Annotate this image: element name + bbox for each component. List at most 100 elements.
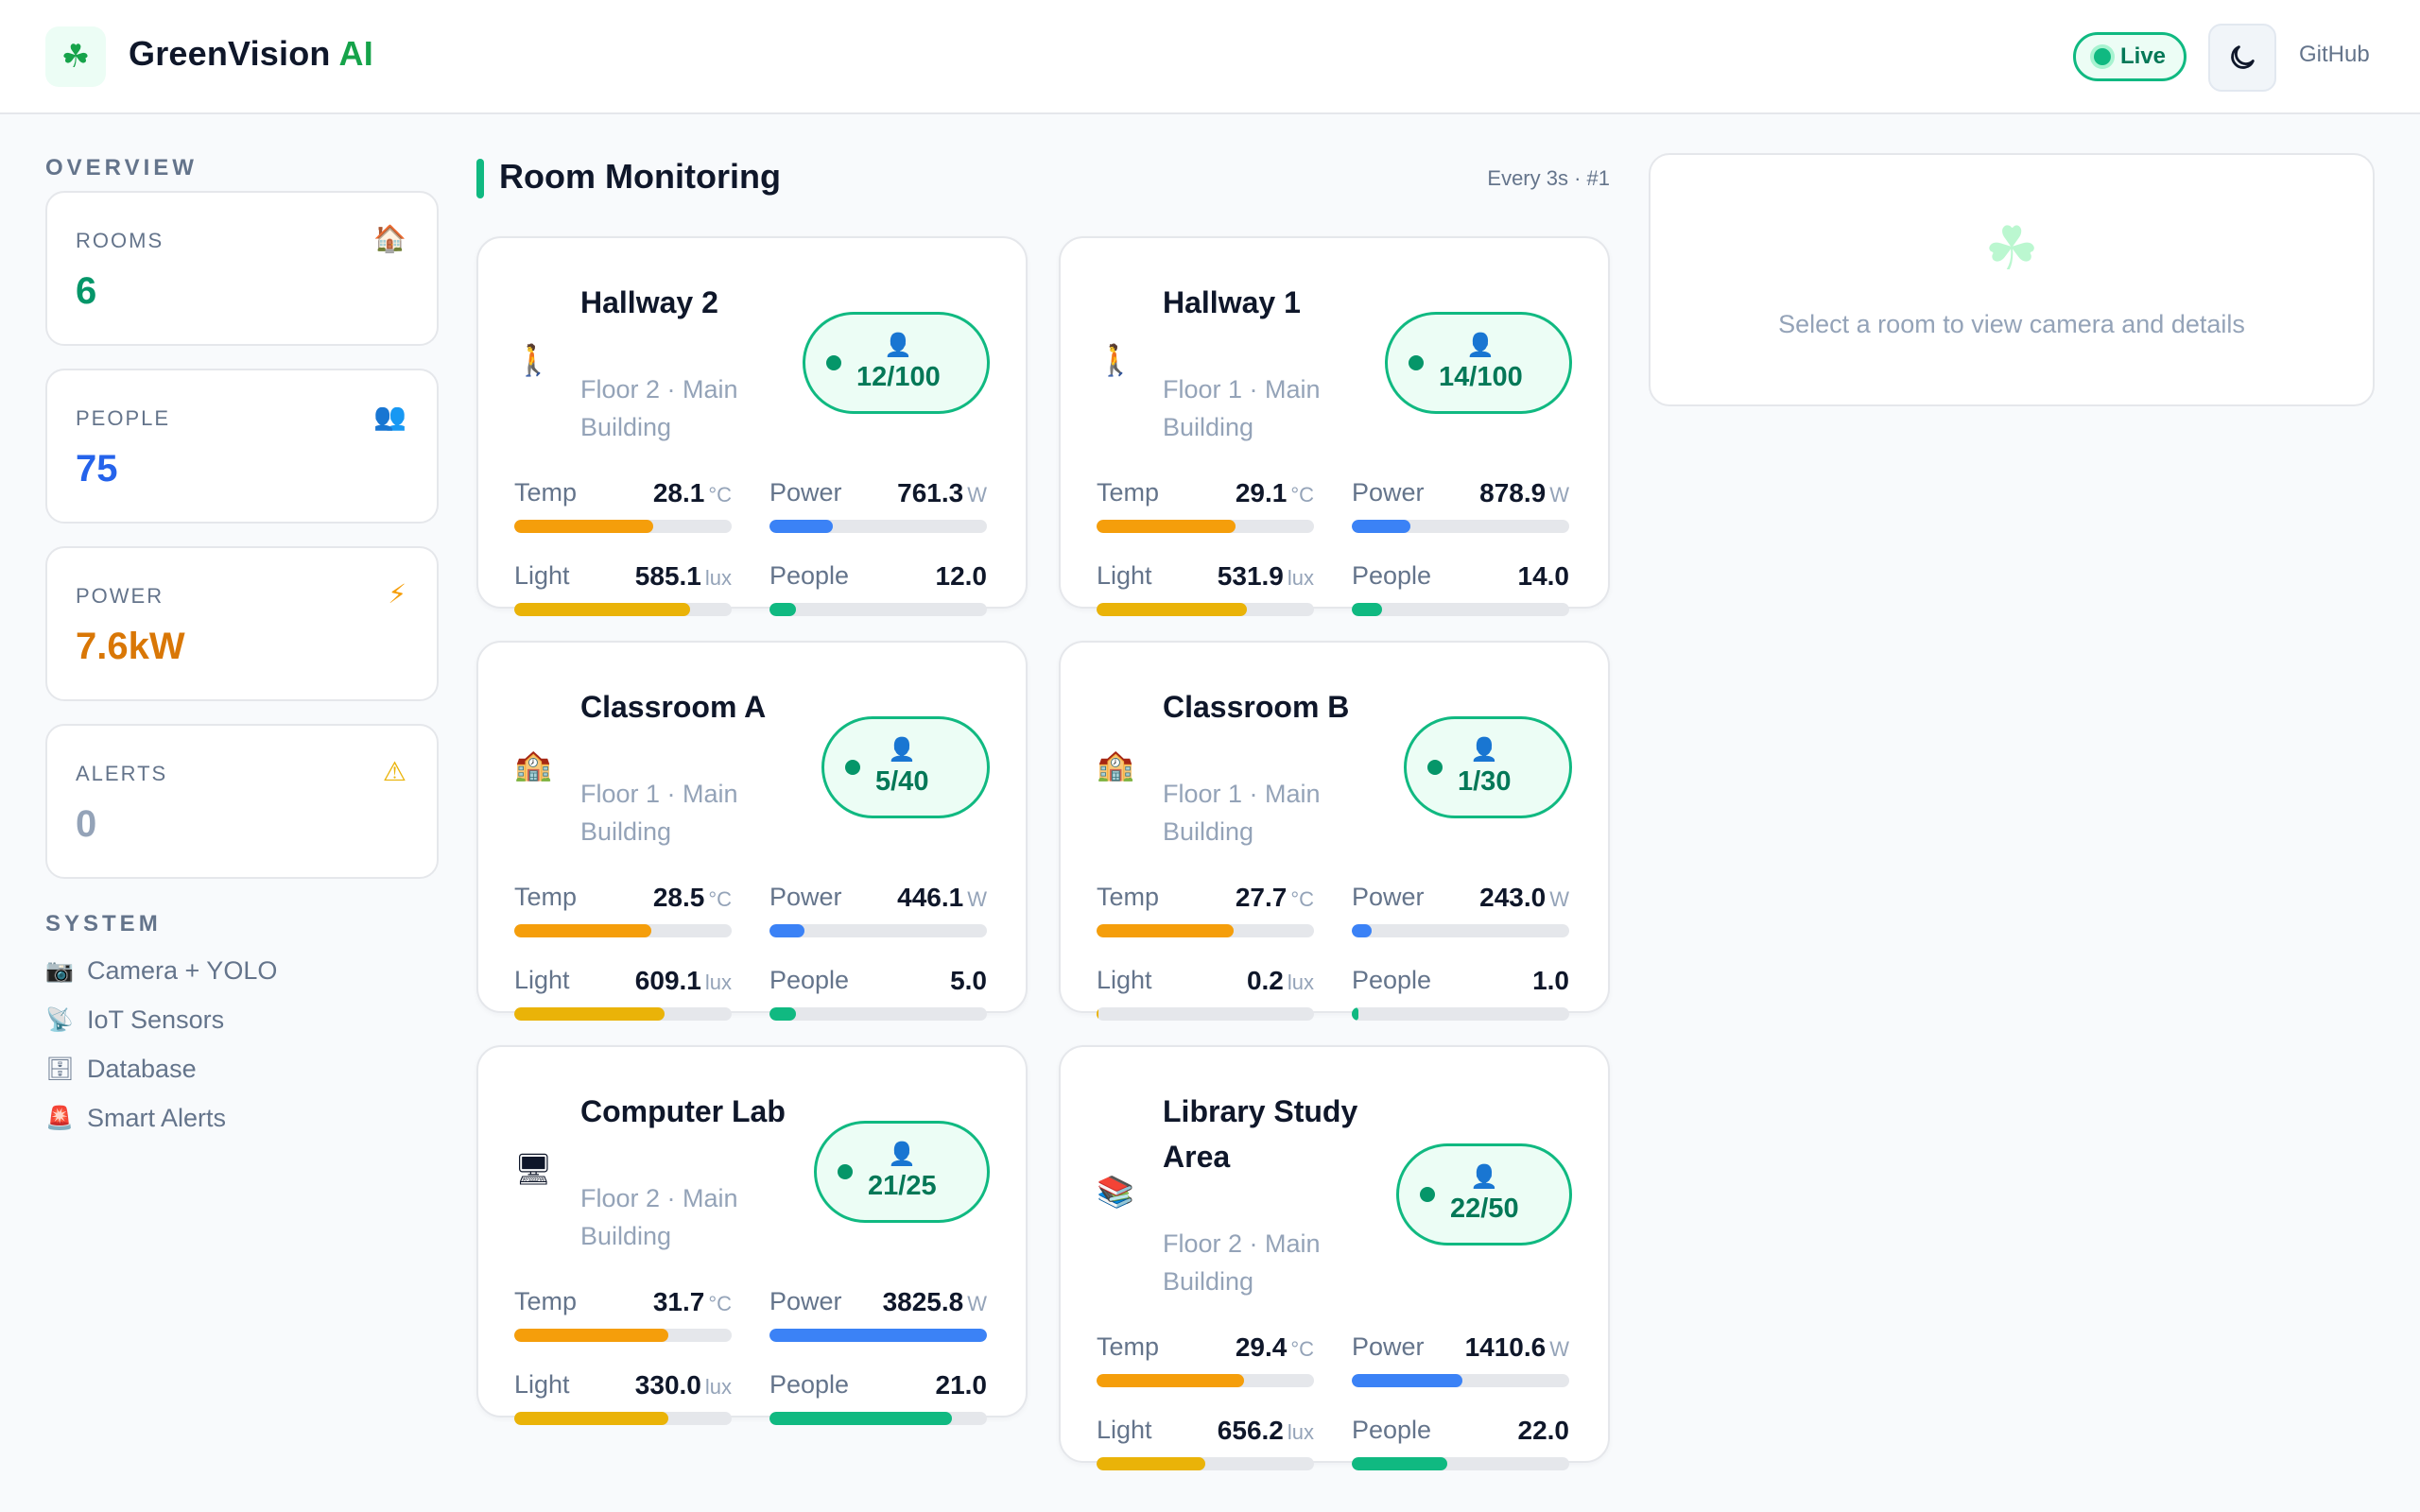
metric-reading: 531.9 lux [1218,561,1314,592]
room-name: Library Study Area [1163,1094,1358,1174]
metric-unit: °C [708,1292,732,1315]
metric-value: 531.9 [1217,561,1284,591]
metric-power: Power 243.0 W [1352,883,1569,939]
room-floor: Floor 1 · Main Building [1163,375,1321,441]
metric-bar-track [514,603,732,616]
metric-bar-fill [1097,1007,1099,1021]
metric-value: 1410.6 [1464,1332,1547,1362]
metric-label: Temp [1097,1332,1160,1361]
room-card[interactable]: 🏫 Classroom A Floor 1 · Main Building 👤 … [476,641,1028,1021]
metric-label: People [1352,966,1432,994]
room-floor: Floor 2 · Main Building [580,375,738,441]
metric-value: 609.1 [634,966,701,995]
shamrock-icon: ☘ [45,26,106,87]
metric-bar-track [1352,1457,1569,1470]
metric-label: People [769,1370,850,1399]
metric-bar-track [1352,520,1569,533]
metric-value: 761.3 [897,478,964,507]
metric-bar-fill [1097,924,1234,937]
metric-temp: Temp 29.4 °C [1097,1332,1314,1389]
metric-bar-fill [514,924,651,937]
refresh-status: Every 3s · #1 [1487,166,1610,190]
occupancy-badge: 👤 12/100 [803,312,990,414]
metric-light: Light 330.0 lux [514,1370,732,1427]
metric-label: Power [1352,478,1425,507]
metric-bar-track [514,520,732,533]
person-icon: 👤 [1470,737,1499,763]
theme-toggle-button[interactable] [2208,24,2276,92]
metric-bar-track [1097,1374,1314,1387]
github-link[interactable]: GitHub [2299,42,2370,67]
section-accent-bar [476,159,484,198]
stat-card-power: POWER ⚡ 7.6kW [45,546,439,701]
metric-value: 27.7 [1235,883,1288,912]
metric-value: 330.0 [634,1370,701,1400]
occupancy-count: 1/30 [1458,766,1512,797]
metric-bar-track [1352,1007,1569,1021]
room-card[interactable]: 🏫 Classroom B Floor 1 · Main Building 👤 … [1059,641,1610,1021]
metric-value: 585.1 [634,561,701,591]
occupancy-dot-icon [845,760,860,775]
metric-label: Power [1352,883,1425,911]
room-name: Hallway 1 [1163,285,1301,319]
person-icon: 👤 [888,737,917,763]
occupancy-badge: 👤 1/30 [1404,716,1572,818]
metric-label: Power [769,883,842,911]
metric-unit: W [1549,887,1569,911]
metric-power: Power 446.1 W [769,883,987,939]
app-title: GreenVision AI [129,34,373,74]
stat-value: 75 [76,448,118,490]
room-card[interactable]: 🚶 Hallway 1 Floor 1 · Main Building 👤 14… [1059,236,1610,616]
person-icon: 👤 [1466,333,1495,358]
person-icon: 👤 [888,1142,917,1167]
metric-light: Light 0.2 lux [1097,966,1314,1022]
room-name: Classroom A [580,690,767,724]
metric-bar-track [769,520,987,533]
stat-value: 7.6kW [76,626,185,667]
occupancy-count: 5/40 [875,766,929,797]
system-item-database: 🗄 Database [45,1055,197,1084]
room-floor: Floor 1 · Main Building [1163,780,1321,846]
metric-value: 28.1 [652,478,705,507]
metric-reading: 1.0 [1532,966,1569,996]
moon-icon [2231,45,2255,69]
metric-reading: 609.1 lux [635,966,732,996]
metric-temp: Temp 28.5 °C [514,883,732,939]
metric-label: Power [1352,1332,1425,1361]
metric-label: People [769,966,850,994]
metric-bar-track [1097,520,1314,533]
stat-card-rooms: ROOMS 🏠 6 [45,191,439,346]
system-item-iot: 📡 IoT Sensors [45,1005,224,1035]
metric-bar-track [1352,924,1569,937]
metric-temp: Temp 31.7 °C [514,1287,732,1344]
room-detail-panel: ☘ Select a room to view camera and detai… [1649,153,2375,406]
metric-bar-track [514,1329,732,1342]
metric-unit: °C [708,887,732,911]
metric-bar-fill [514,1329,669,1342]
room-card[interactable]: 🖥 Computer Lab Floor 2 · Main Building 👤… [476,1045,1028,1425]
room-card[interactable]: 📚 Library Study Area Floor 2 · Main Buil… [1059,1045,1610,1470]
metric-bar-track [514,1412,732,1425]
top-header: ☘ GreenVision AI Live GitHub [0,0,2420,114]
occupancy-badge: 👤 5/40 [821,716,990,818]
metric-people: People 14.0 [1352,561,1569,618]
metric-unit: °C [1290,483,1314,507]
metric-reading: 5.0 [950,966,987,996]
metric-bar-fill [1352,1457,1448,1470]
metric-reading: 28.5 °C [653,883,732,913]
room-name: Computer Lab [580,1094,786,1128]
person-icon: 👤 [1470,1164,1499,1190]
metric-bar-track [1097,603,1314,616]
occupancy-stack: 👤 1/30 [1458,736,1511,799]
metric-power: Power 878.9 W [1352,478,1569,535]
metric-value: 21.0 [935,1370,988,1400]
live-dot-icon [2093,48,2111,65]
metric-reading: 14.0 [1518,561,1570,592]
metric-value: 31.7 [652,1287,705,1316]
room-card[interactable]: 🚶 Hallway 2 Floor 2 · Main Building 👤 12… [476,236,1028,616]
metric-bar-track [1097,1007,1314,1021]
metric-unit: W [967,887,987,911]
metric-bar-fill [769,1329,987,1342]
metric-label: Light [514,966,570,994]
metric-bar-fill [1097,603,1247,616]
